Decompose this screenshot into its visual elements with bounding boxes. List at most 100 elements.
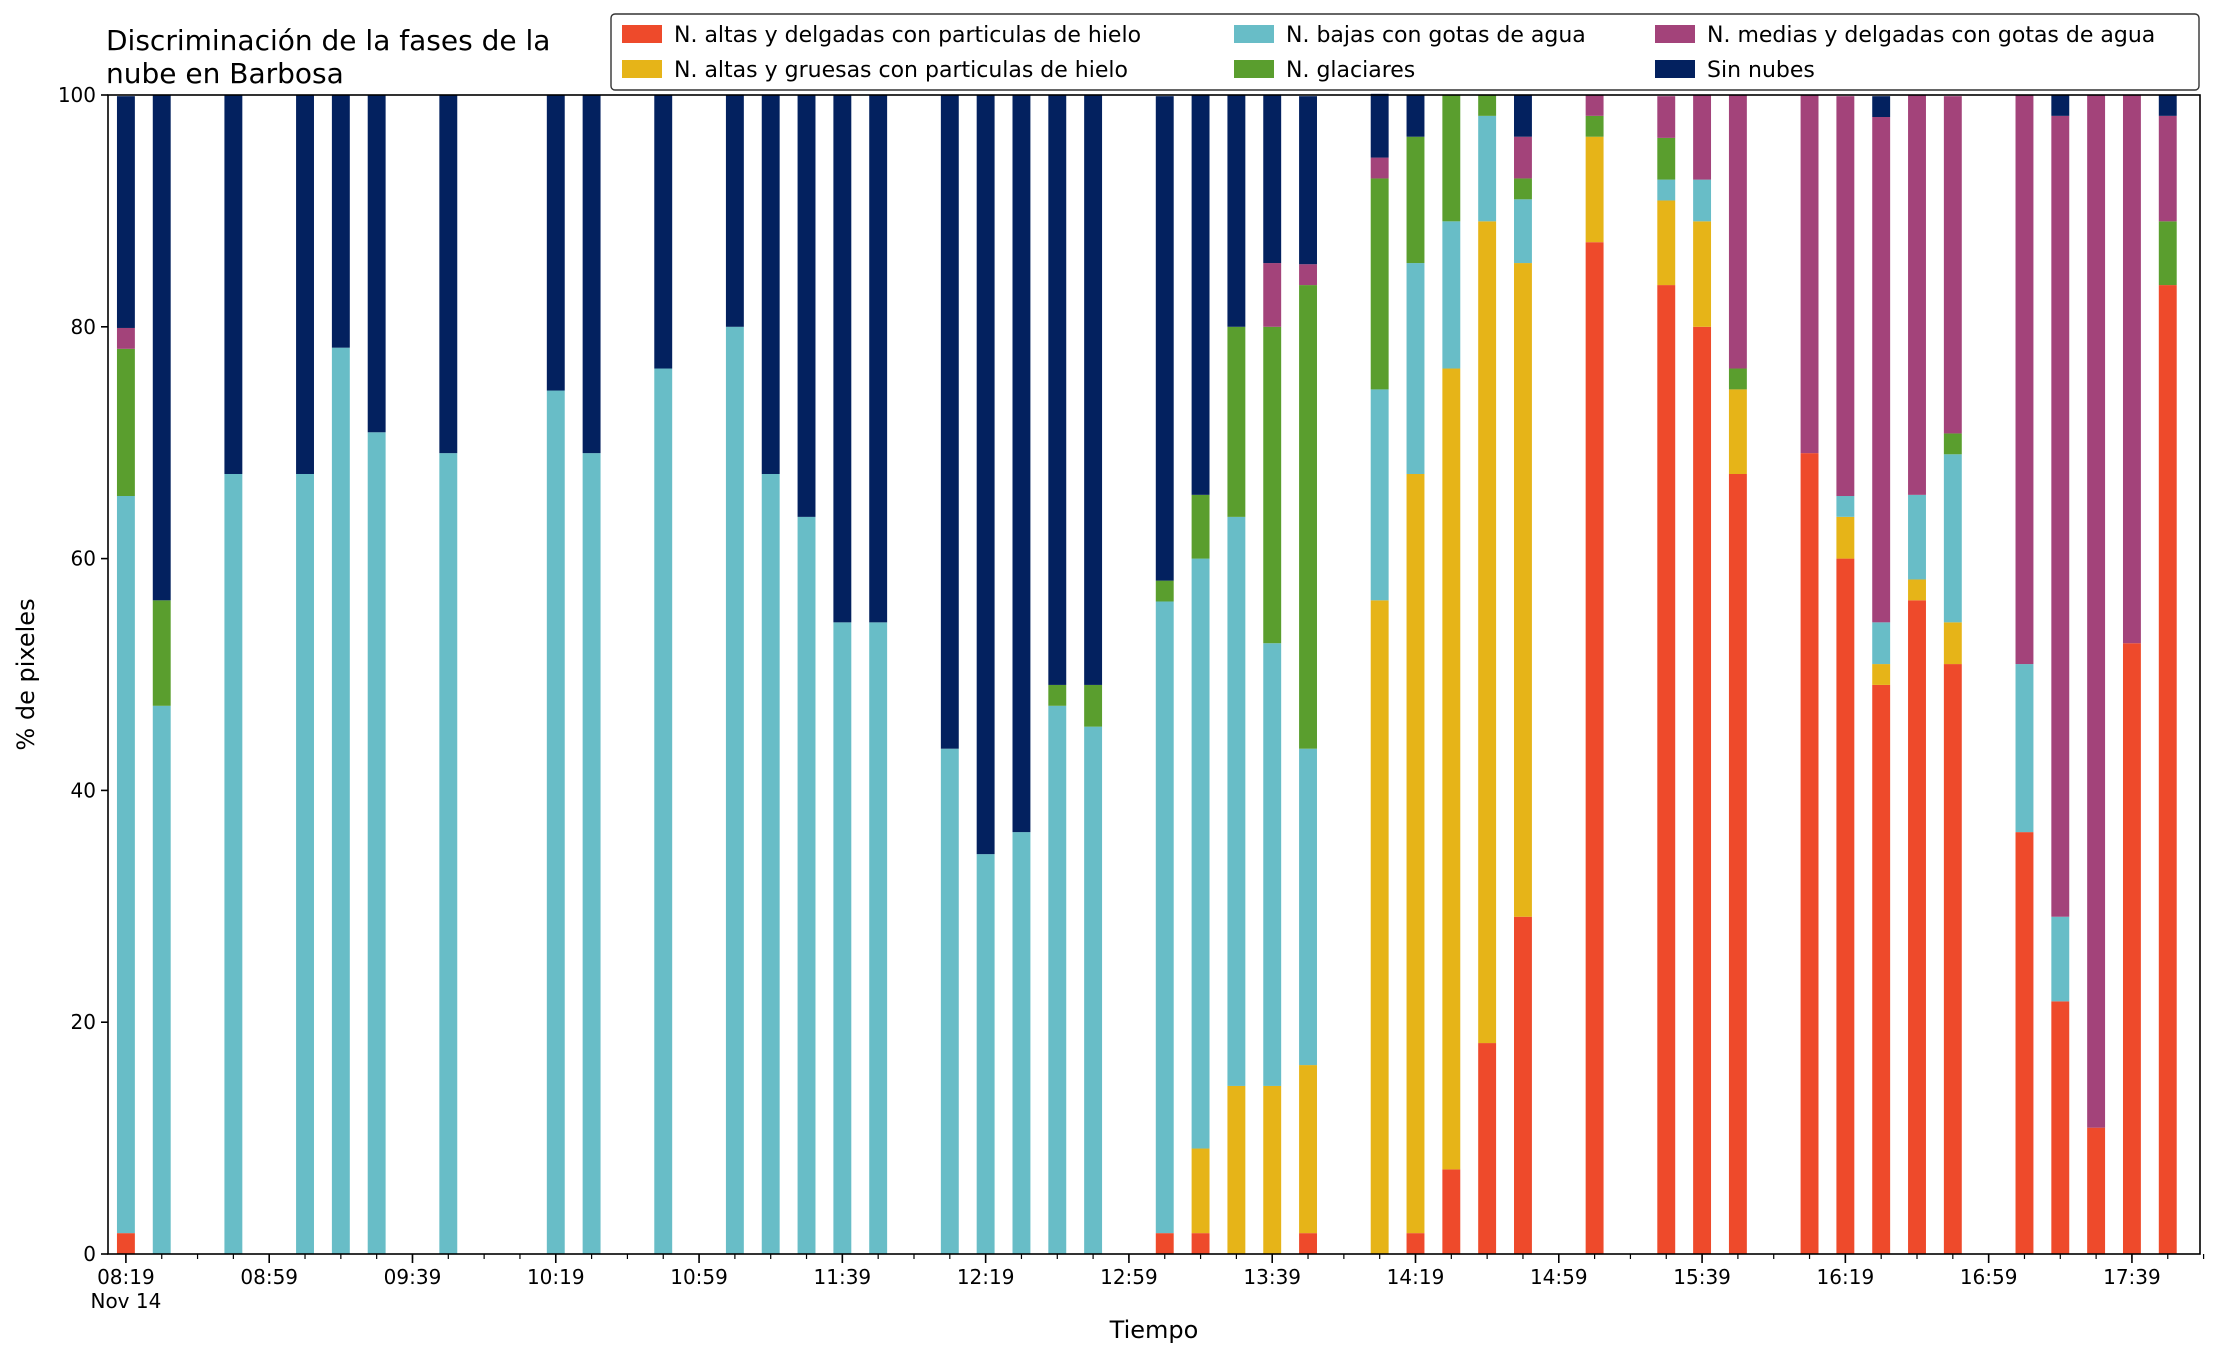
- bar-segment-1509-s3: [1585, 115, 1604, 137]
- bar-segment-1549-s3: [1728, 368, 1747, 390]
- bar-segment-1529-s2: [1657, 179, 1676, 201]
- bar-segment-1349-s2: [1299, 748, 1317, 1066]
- legend-swatch: [1234, 60, 1274, 78]
- legend: N. altas y delgadas con particulas de hi…: [610, 13, 2200, 91]
- bar-segment-1649-s2: [1943, 454, 1962, 623]
- x-axis-date-label: Nov 14: [90, 1289, 161, 1313]
- bar-segment-1429-s0: [1442, 1169, 1461, 1254]
- bar-segment-1329-s3: [1227, 326, 1246, 517]
- bar-segment-1309-s0: [1155, 1233, 1174, 1254]
- legend-label: Sin nubes: [1707, 58, 1815, 83]
- bar-segment-1309-s3: [1155, 580, 1174, 602]
- bar-segment-1749-s5: [2158, 95, 2177, 116]
- bar-segment-1429-s2: [1442, 221, 1461, 369]
- bar-segment-1529-s0: [1657, 285, 1676, 1255]
- bar-segment-1129-s5: [797, 95, 816, 517]
- x-axis-ticks: 08:19 08:59 09:39 10:19 10:59 11:39 12:19 12:59…: [97, 1254, 2205, 1289]
- bar-segment-1349-s0: [1299, 1233, 1317, 1254]
- bar-segment-0909-s5: [296, 95, 314, 474]
- bar-segment-0819-s2: [116, 496, 135, 1234]
- bar-segment-1339-s5: [1263, 95, 1282, 264]
- bar-segment-1709-s0: [2015, 832, 2034, 1254]
- bar-segment-1539-s0: [1693, 326, 1712, 1254]
- bar-segment-1329-s5: [1227, 95, 1246, 327]
- bar-segment-1019-s2: [546, 390, 565, 1254]
- bar-segment-1339-s2: [1263, 643, 1282, 1086]
- legend-entry-4: N. medias y delgadas con gotas de agua: [1655, 23, 2155, 48]
- bar-segment-1649-s0: [1943, 664, 1962, 1254]
- bar-segment-0819-s0: [116, 1233, 135, 1254]
- bar-segment-1409-s3: [1370, 178, 1389, 390]
- bar-segment-1619-s2: [1836, 496, 1855, 517]
- legend-swatch: [1655, 25, 1695, 43]
- bar-segment-1539-s1: [1693, 221, 1712, 327]
- bar-segment-1549-s4: [1728, 95, 1747, 369]
- bar-segment-0929-s5: [367, 95, 386, 433]
- x-tick-label: 12:59: [1100, 1265, 1158, 1289]
- legend-swatch: [622, 25, 662, 43]
- x-tick-label: 10:59: [670, 1265, 728, 1289]
- bar-segment-1739-s4: [2122, 95, 2141, 644]
- bar-segment-1529-s1: [1657, 200, 1676, 286]
- bar-segment-1149-s5: [869, 95, 888, 623]
- x-tick-label: 08:59: [240, 1265, 298, 1289]
- bar-segment-1119-s2: [761, 473, 780, 1254]
- x-tick-label: 13:39: [1243, 1265, 1301, 1289]
- bar-segment-1409-s5: [1370, 93, 1389, 158]
- bar-segment-1429-s3: [1442, 95, 1461, 222]
- bar-segment-1609-s0: [1800, 453, 1819, 1254]
- bar-segment-0949-s2: [439, 453, 458, 1254]
- bar-segment-1639-s1: [1908, 579, 1926, 601]
- y-tick-label: 80: [71, 315, 96, 339]
- bar-segment-1419-s0: [1406, 1233, 1425, 1254]
- chart-title: Discriminación de la fases de la nube en…: [106, 24, 550, 90]
- x-tick-label: 10:19: [527, 1265, 585, 1289]
- y-tick-label: 100: [58, 83, 96, 107]
- bar-segment-1209-s5: [940, 95, 959, 749]
- x-tick-label: 11:39: [814, 1265, 872, 1289]
- bar-segment-1719-s2: [2051, 916, 2070, 1002]
- bar-segment-1019-s5: [546, 95, 565, 391]
- bar-segment-1419-s1: [1406, 473, 1425, 1234]
- bar-segment-1339-s3: [1263, 326, 1282, 644]
- bar-segment-1119-s5: [761, 95, 780, 474]
- bar-segment-1419-s3: [1406, 136, 1425, 264]
- bar-segment-1649-s4: [1943, 96, 1962, 434]
- bar-segment-1419-s5: [1406, 95, 1425, 137]
- legend-entry-1: N. altas y gruesas con particulas de hie…: [622, 58, 1128, 83]
- bar-segment-1109-s5: [725, 95, 744, 327]
- x-tick-label: 09:39: [384, 1265, 442, 1289]
- bar-segment-1149-s2: [869, 622, 888, 1254]
- bar-segment-1649-s1: [1943, 622, 1962, 665]
- bar-segment-0829-s2: [152, 705, 171, 1254]
- bar-segment-0919-s2: [331, 347, 350, 1254]
- y-tick-label: 0: [83, 1242, 96, 1266]
- x-tick-label: 14:19: [1387, 1265, 1445, 1289]
- chart-title-line-2: nube en Barbosa: [106, 57, 344, 90]
- bar-segment-0929-s2: [367, 432, 386, 1254]
- bar-segment-1439-s0: [1478, 1043, 1497, 1254]
- bar-segment-0949-s5: [439, 95, 458, 454]
- bar-segment-1049-s5: [654, 95, 673, 369]
- bar-segment-1129-s2: [797, 516, 816, 1254]
- bar-segment-1609-s4: [1800, 95, 1819, 454]
- bar-segment-1239-s2: [1048, 705, 1067, 1254]
- bar-segment-1639-s0: [1908, 600, 1926, 1254]
- bar-segment-1529-s3: [1657, 137, 1676, 180]
- bar-segment-1239-s3: [1048, 684, 1067, 706]
- y-tick-label: 60: [71, 547, 96, 571]
- y-axis-label: % de pixeles: [12, 598, 40, 750]
- bar-segment-1249-s5: [1084, 95, 1103, 685]
- bar-segment-1539-s4: [1693, 95, 1712, 180]
- x-tick-label: 14:59: [1530, 1265, 1588, 1289]
- legend-entry-5: Sin nubes: [1655, 58, 1815, 83]
- bar-segment-1319-s2: [1191, 558, 1210, 1149]
- bars-layer: [116, 93, 2177, 1255]
- bar-segment-1429-s1: [1442, 368, 1461, 1170]
- bar-segment-1629-s5: [1872, 96, 1891, 118]
- bar-segment-0849-s2: [224, 473, 243, 1254]
- bar-segment-1409-s4: [1370, 157, 1389, 179]
- bar-segment-1449-s1: [1514, 263, 1532, 917]
- bar-segment-1319-s1: [1191, 1148, 1210, 1234]
